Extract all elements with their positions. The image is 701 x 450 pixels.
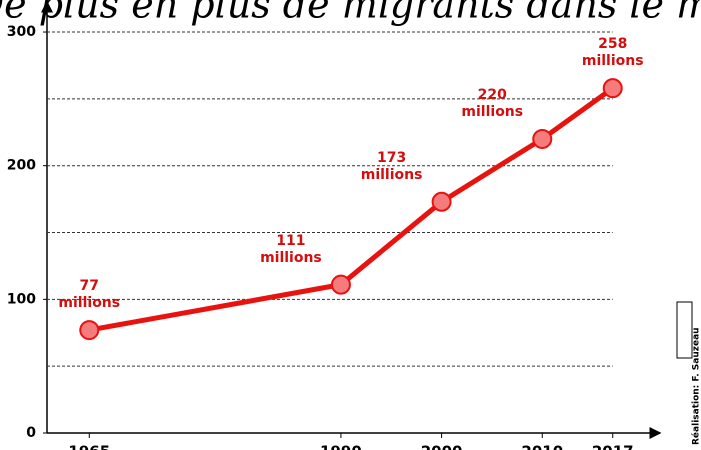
license-icon bbox=[676, 301, 693, 359]
y-tick-label: 100 bbox=[7, 291, 36, 307]
marker bbox=[330, 274, 351, 295]
marker bbox=[602, 78, 623, 99]
marker bbox=[431, 191, 452, 212]
chart-title: De plus en plus de migrants dans le mond… bbox=[0, 0, 701, 27]
y-tick-label: 300 bbox=[7, 24, 36, 40]
value-label: 173 millions bbox=[360, 149, 423, 183]
x-tick-label: 1965 bbox=[68, 443, 110, 450]
x-tick-label: 2010 bbox=[521, 443, 563, 450]
marker bbox=[532, 128, 553, 149]
value-label: 258 millions bbox=[581, 36, 644, 70]
credit: Réalisation: F. Sauzeau bbox=[691, 327, 701, 445]
line bbox=[88, 86, 615, 333]
value-label: 77 millions bbox=[58, 278, 121, 312]
value-label: 220 millions bbox=[461, 86, 524, 120]
y-tick-label: 200 bbox=[7, 158, 36, 174]
y-tick-label: 0 bbox=[26, 425, 36, 441]
x-tick-label: 1990 bbox=[320, 443, 362, 450]
x-tick-label: 2000 bbox=[421, 443, 463, 450]
marker bbox=[79, 320, 100, 341]
x-tick-label: 2017 bbox=[592, 443, 634, 450]
value-label: 111 millions bbox=[260, 232, 322, 266]
